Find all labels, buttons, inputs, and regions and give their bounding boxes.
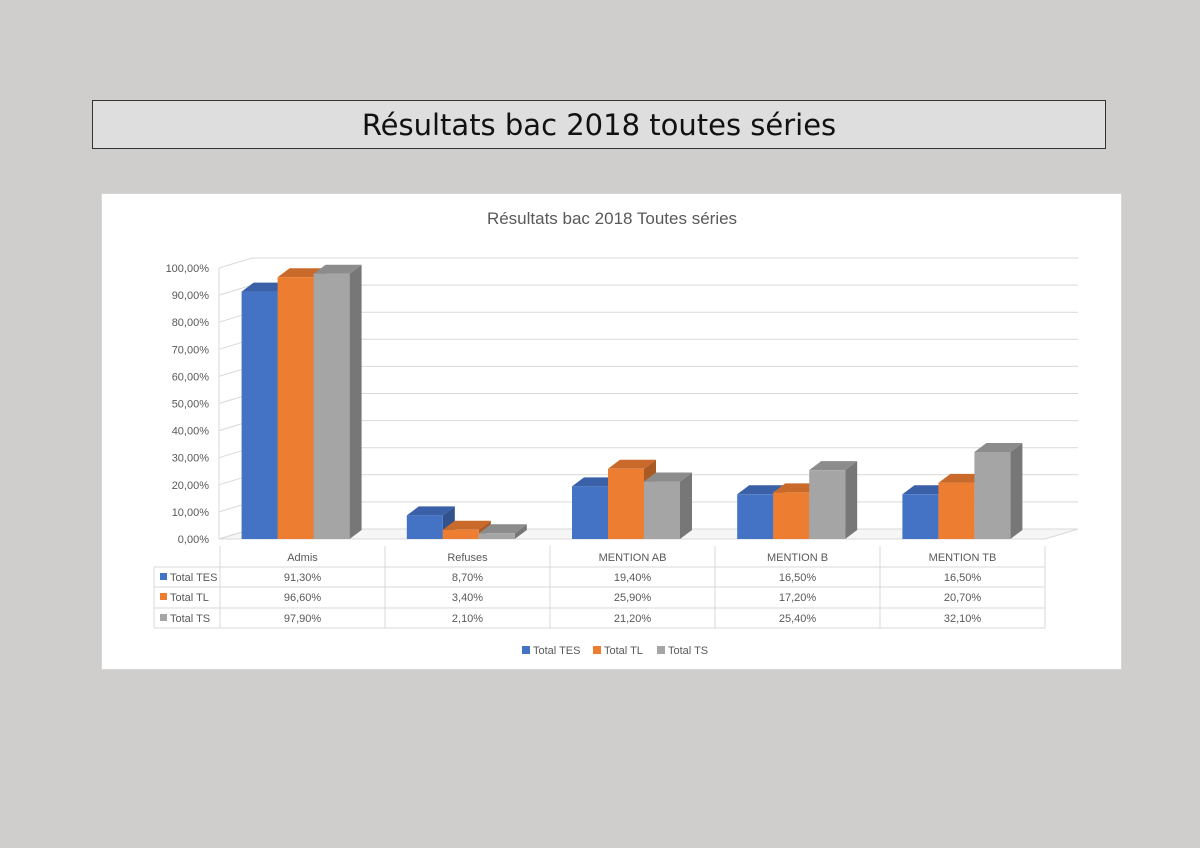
- bar: [809, 461, 858, 539]
- bar-side: [845, 461, 858, 539]
- bar-top: [608, 459, 656, 469]
- y-tick-label: 20,00%: [172, 480, 210, 492]
- data-table: Admis Refuses MENTION AB MENTION B MENTION T…: [153, 546, 1046, 629]
- bars-layer: [241, 264, 1023, 539]
- page-title-box: Résultats bac 2018 toutes séries: [92, 100, 1106, 149]
- bar-front: [938, 482, 975, 539]
- bar-side: [1010, 443, 1023, 539]
- table-series-key: [160, 573, 167, 580]
- bar: [478, 524, 527, 539]
- bar: [313, 264, 362, 539]
- bar-top: [644, 472, 692, 482]
- y-tick-label: 10,00%: [172, 507, 210, 519]
- bar-front: [442, 529, 479, 539]
- data-label: 21,20%: [614, 613, 652, 625]
- data-label: 19,40%: [614, 572, 652, 584]
- data-label: 20,70%: [944, 592, 982, 604]
- table-series-name: Total TL: [170, 592, 209, 604]
- chart-panel: 0,00% 10,00% 20,00% 30,00% 40,00% 50,00% 60,00…: [101, 193, 1122, 670]
- bar-front: [608, 468, 644, 539]
- bar-front: [478, 533, 515, 539]
- table-series-name: Total TS: [170, 613, 210, 625]
- y-tick-label: 50,00%: [172, 399, 210, 411]
- y-tick-label: 30,00%: [172, 453, 210, 465]
- bar-top: [737, 485, 786, 495]
- bar-front: [406, 515, 443, 539]
- y-tick-label: 80,00%: [172, 317, 210, 329]
- bar-top: [442, 520, 491, 530]
- bar-front: [974, 452, 1011, 539]
- bar-front: [277, 277, 314, 539]
- chart-title: Résultats bac 2018 Toutes séries: [487, 209, 737, 228]
- data-label: 96,60%: [284, 592, 322, 604]
- table-series-key: [160, 614, 167, 621]
- legend-label: Total TS: [668, 645, 708, 657]
- category-label: Admis: [287, 552, 318, 564]
- bar-top: [809, 461, 858, 471]
- y-tick-label: 100,00%: [166, 263, 210, 275]
- bar-front: [572, 486, 608, 539]
- data-label: 91,30%: [284, 572, 322, 584]
- data-label: 25,40%: [779, 613, 817, 625]
- y-tick-label: 60,00%: [172, 371, 210, 383]
- data-label: 16,50%: [944, 572, 982, 584]
- y-tick-label: 70,00%: [172, 344, 210, 356]
- data-label: 3,40%: [452, 592, 483, 604]
- data-label: 16,50%: [779, 572, 817, 584]
- bar-side: [680, 472, 692, 539]
- legend-label: Total TL: [604, 645, 643, 657]
- y-tick-label: 0,00%: [178, 534, 209, 546]
- bar-top: [478, 524, 527, 534]
- bar-front: [313, 273, 350, 539]
- gridline-side: [218, 257, 253, 269]
- gridline-side: [218, 284, 253, 296]
- y-tick-label: 40,00%: [172, 426, 210, 438]
- data-label: 32,10%: [944, 613, 982, 625]
- bar: [974, 443, 1023, 539]
- table-series-name: Total TES: [170, 572, 218, 584]
- category-label: Refuses: [447, 552, 488, 564]
- bar-front: [809, 470, 846, 539]
- legend-swatch: [593, 646, 601, 654]
- legend-label: Total TES: [533, 645, 581, 657]
- table-series-key: [160, 593, 167, 600]
- data-label: 8,70%: [452, 572, 483, 584]
- data-label: 97,90%: [284, 613, 322, 625]
- bar-top: [974, 443, 1023, 453]
- bar-top: [406, 506, 455, 516]
- bar-side: [349, 264, 362, 539]
- legend-swatch: [522, 646, 530, 654]
- y-tick-label: 90,00%: [172, 290, 210, 302]
- bar-front: [241, 291, 278, 539]
- bar-top: [313, 264, 362, 274]
- legend: Total TES Total TL Total TS: [522, 645, 708, 657]
- bar-front: [644, 481, 680, 539]
- page-title: Résultats bac 2018 toutes séries: [361, 107, 837, 142]
- category-label: MENTION TB: [929, 552, 997, 564]
- data-label: 2,10%: [452, 613, 483, 625]
- bar: [644, 472, 692, 539]
- data-label: 17,20%: [779, 592, 817, 604]
- data-label: 25,90%: [614, 592, 652, 604]
- bar-side: [514, 524, 527, 539]
- bar-front: [737, 494, 774, 539]
- category-label: MENTION AB: [599, 552, 667, 564]
- category-label: MENTION B: [767, 552, 828, 564]
- bar-front: [902, 494, 939, 539]
- legend-swatch: [657, 646, 665, 654]
- bar-front: [773, 492, 810, 539]
- bar-chart: 0,00% 10,00% 20,00% 30,00% 40,00% 50,00% 60,00…: [153, 209, 1079, 657]
